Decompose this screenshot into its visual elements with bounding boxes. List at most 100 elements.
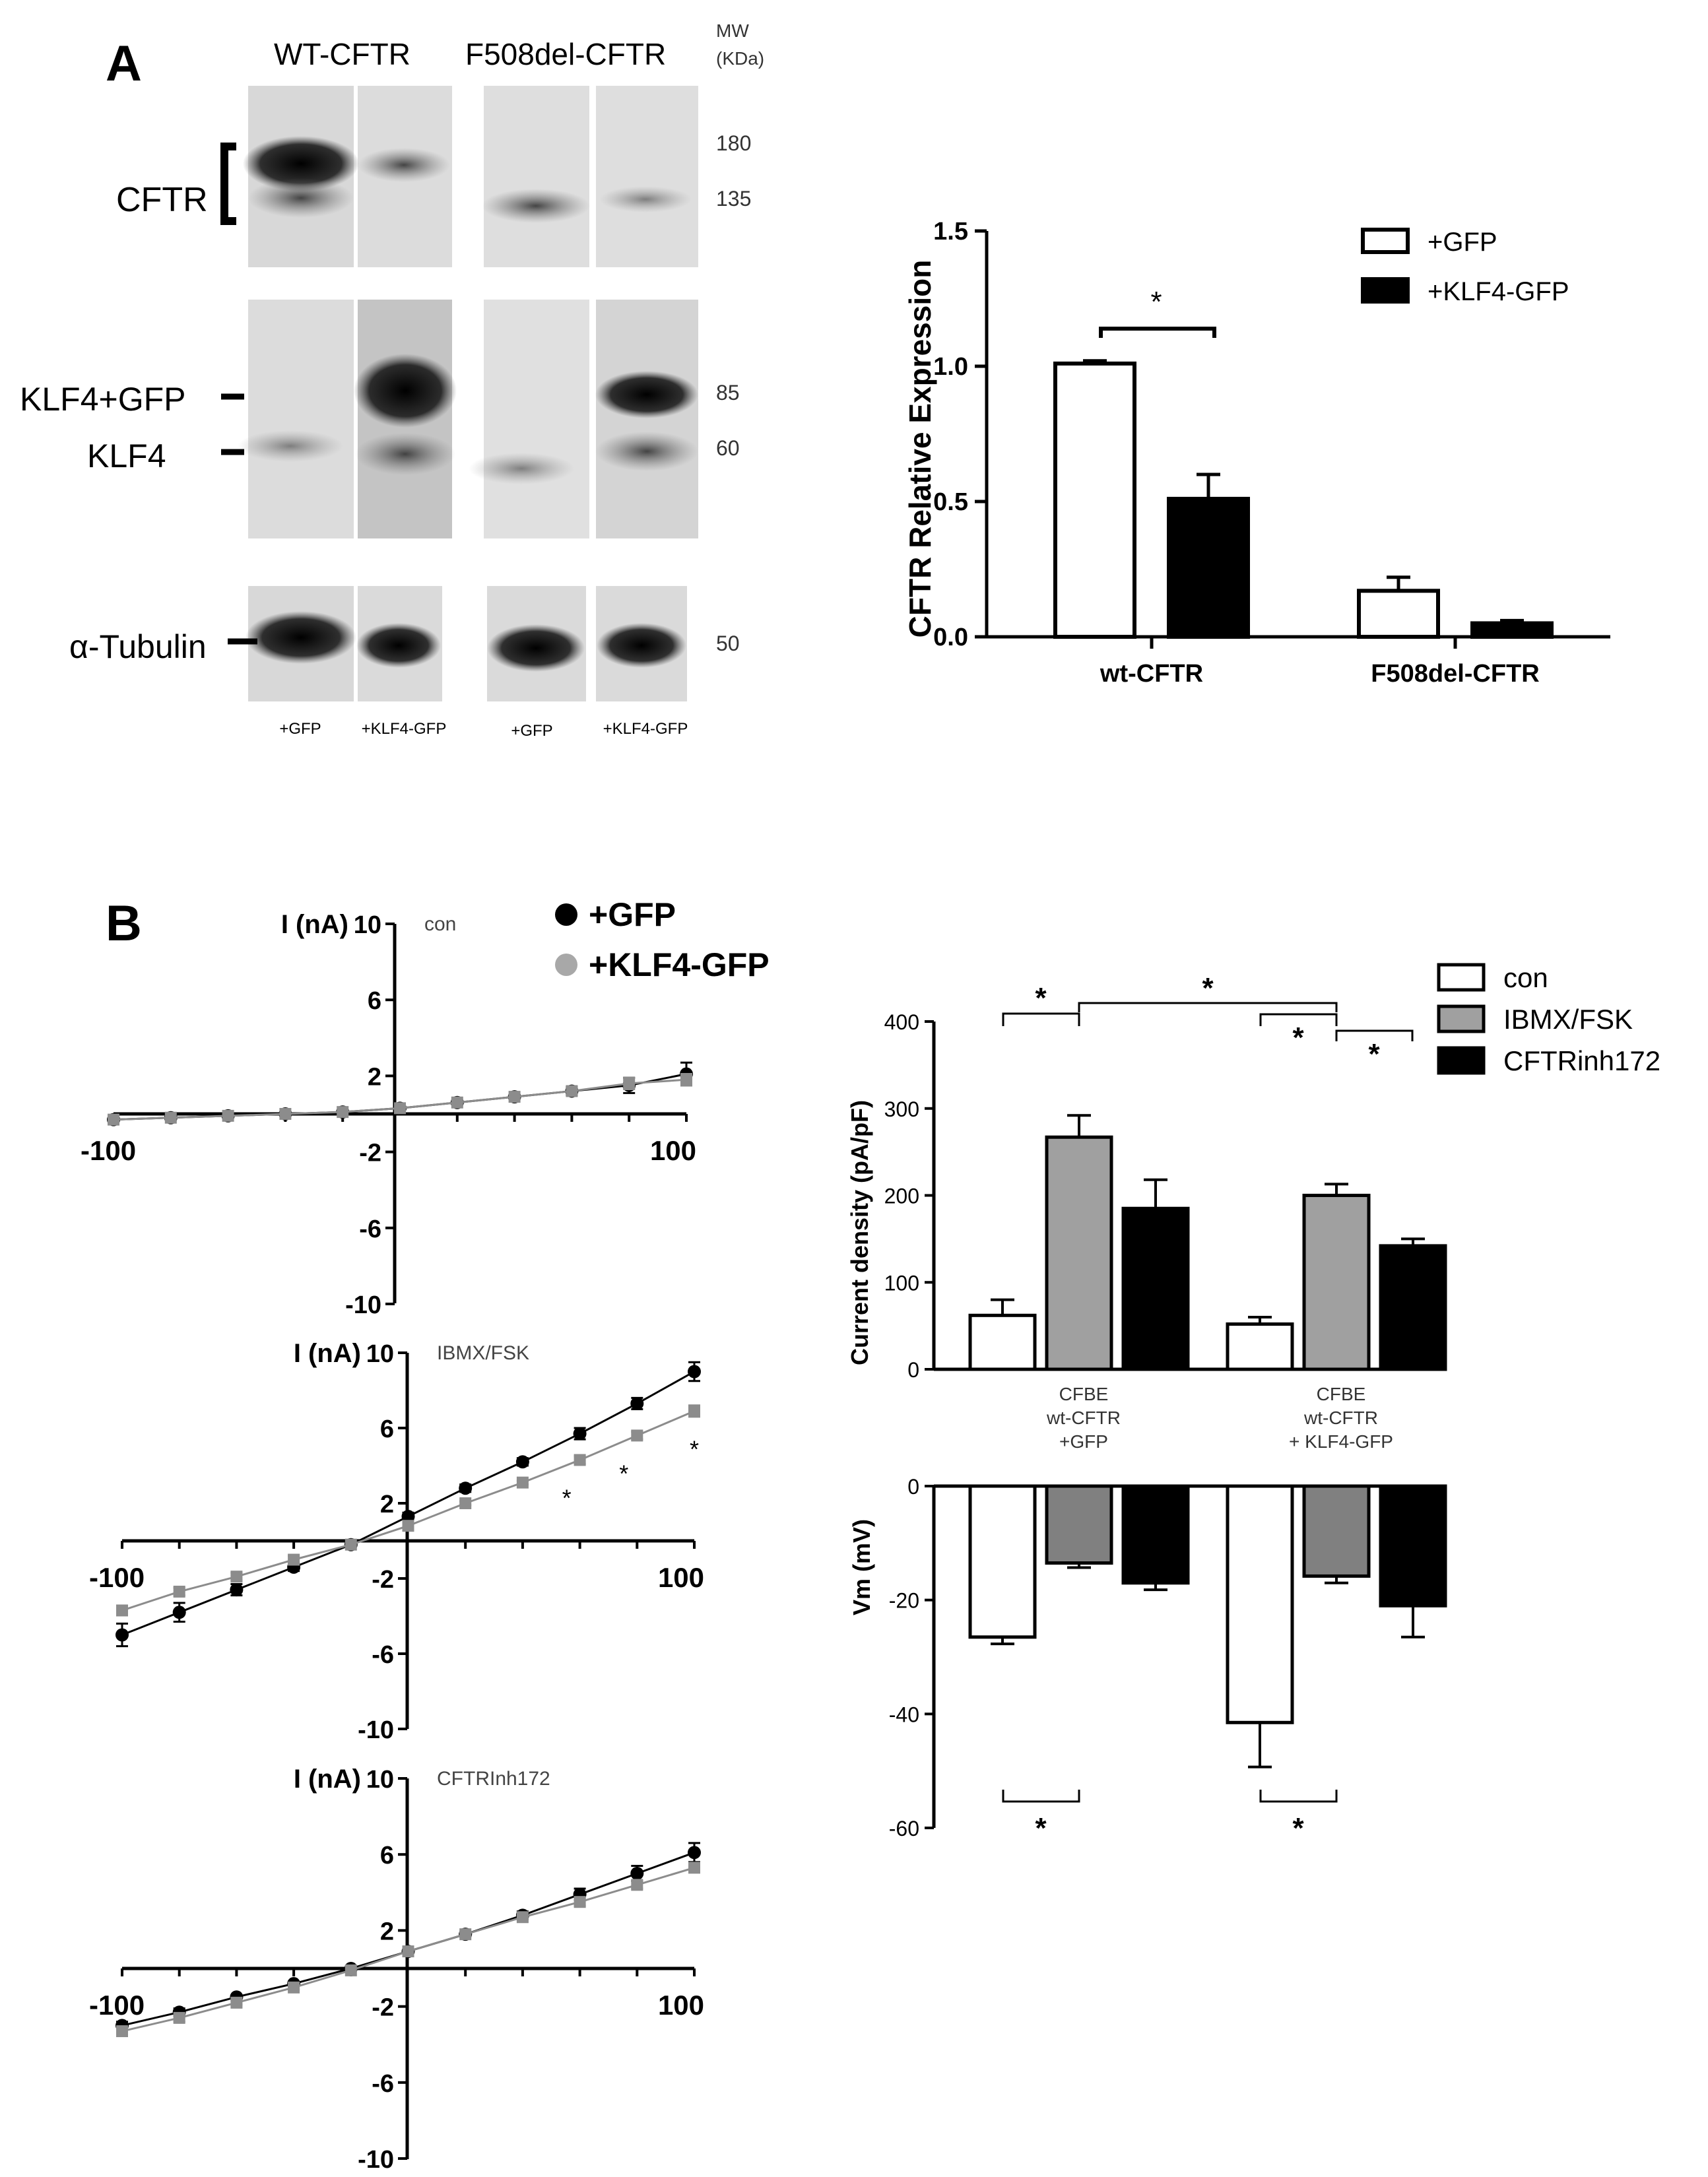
mw-135: 135 [716,187,751,211]
significance-bracket [1099,327,1216,338]
y-tick-label: -10 [358,2146,394,2174]
y-tick-label: -2 [372,1994,394,2022]
data-point [279,1108,292,1120]
y-axis-label: Vm (mV) [848,1519,875,1615]
bar [1121,1484,1190,1585]
legend-swatch [1437,963,1486,992]
x-tick-label: wt-CFTR [1100,660,1203,688]
current-density-chart: Current density (pA/pF) 0 100 200 300 400 CFB… [846,962,1660,1452]
bar [1379,1484,1447,1608]
significance-star: * [1202,972,1214,1004]
blot-band [238,430,343,462]
y-tick-label: 6 [380,1415,394,1443]
y-tick-label: 0.5 [933,488,968,516]
blot-band [469,453,574,484]
legend-label: IBMX/FSK [1503,1004,1633,1035]
data-point [515,1455,529,1469]
mw-85: 85 [716,381,740,405]
legend-swatch [1437,1046,1486,1075]
y-tick-label: 0.0 [933,624,968,651]
lane-label: +KLF4-GFP [362,720,447,738]
blot-band [599,186,692,212]
y-tick-label: -10 [358,1716,394,1744]
blot-row-klf4 [238,300,698,538]
data-point [623,1077,636,1089]
blot-label-klf4-gfp: KLF4+GFP [20,381,186,418]
significance-star: * [1368,1038,1380,1070]
significance-star: * [1035,982,1047,1014]
blot-lane [484,86,589,267]
blot-label-cftr: CFTR [116,181,208,219]
blot-lane [248,300,354,538]
data-point [173,1585,185,1598]
y-tick-label: 200 [884,1185,919,1208]
blot-band [482,189,590,223]
y-tick-label: 2 [380,1918,394,1945]
y-tick-label: -40 [889,1703,919,1726]
category-label: wt-CFTR [1046,1408,1121,1428]
data-point [337,1106,349,1119]
data-point [688,1846,701,1860]
category-label: CFBE [1059,1384,1109,1404]
bar [968,1313,1037,1371]
blot-label-klf4: KLF4 [87,438,166,474]
vm-chart: Vm (mV) 0 -20 -40 -60 * * [848,1475,1447,1844]
legend-label-klf4-gfp: +KLF4-GFP [589,946,770,983]
x-tick-label: 100 [658,1990,704,2021]
y-tick-label: 6 [380,1842,394,1869]
data-point [402,1945,414,1958]
legend-swatch [1361,277,1410,304]
lane-label: +KLF4-GFP [603,720,688,738]
condition-label: IBMX/FSK [437,1342,529,1364]
mw-180: 180 [716,131,751,155]
bar [1226,1322,1294,1371]
legend-label: CFTRinh172 [1503,1045,1660,1076]
bar [1121,1206,1190,1371]
data-point [630,1867,644,1880]
mw-60: 60 [716,436,740,460]
data-point [459,1928,472,1941]
bar [1053,361,1136,639]
y-tick-label: 100 [884,1271,919,1295]
data-point [688,1862,700,1874]
legend-label: +GFP [1428,228,1497,257]
bar [1357,589,1440,639]
data-point [164,1111,177,1124]
y-axis-label: I (nA) [294,1339,361,1368]
x-tick-label: 100 [658,1562,704,1593]
blot-band [355,433,455,475]
blot-lane [484,300,589,538]
y-tick-label: 10 [366,1766,394,1794]
y-tick-label: -10 [345,1291,381,1319]
y-tick-label: 1.0 [933,353,968,381]
blot-group-label-f508del: F508del-CFTR [465,37,666,71]
blot-band [248,178,354,218]
significance-bracket [1002,1790,1080,1803]
bar [968,1484,1037,1639]
panel-b-label: B [106,895,142,952]
category-label: +GFP [1059,1431,1108,1452]
bar [1045,1484,1113,1565]
significance-bracket [1078,1002,1338,1012]
cftr-expression-chart: CFTR Relative Expression 0.0 0.5 1.0 1.5 wt-… [903,218,1610,688]
iv-plot-ibmx-fsk: -100 100 10 6 2 -2 -6 -10 I (nA) IBMX/FSK * * * [89,1339,704,1744]
blot-band [597,623,686,668]
data-point [108,1113,119,1126]
lane-label: +GFP [511,722,552,740]
y-tick-label: -2 [359,1140,381,1167]
category-label: CFBE [1317,1384,1366,1404]
y-tick-label: -6 [372,1641,394,1669]
bar [1167,496,1250,639]
blot-band [595,432,698,471]
data-point [222,1109,234,1122]
legend-swatch [1437,1004,1486,1033]
bar [1302,1194,1371,1371]
data-point [288,1981,300,1994]
legend-swatch [1361,228,1410,254]
significance-star: * [619,1460,628,1487]
y-tick-label: -20 [889,1589,919,1613]
y-tick-label: 400 [884,1010,919,1034]
significance-bracket [1002,1012,1080,1026]
data-point [230,1583,244,1597]
